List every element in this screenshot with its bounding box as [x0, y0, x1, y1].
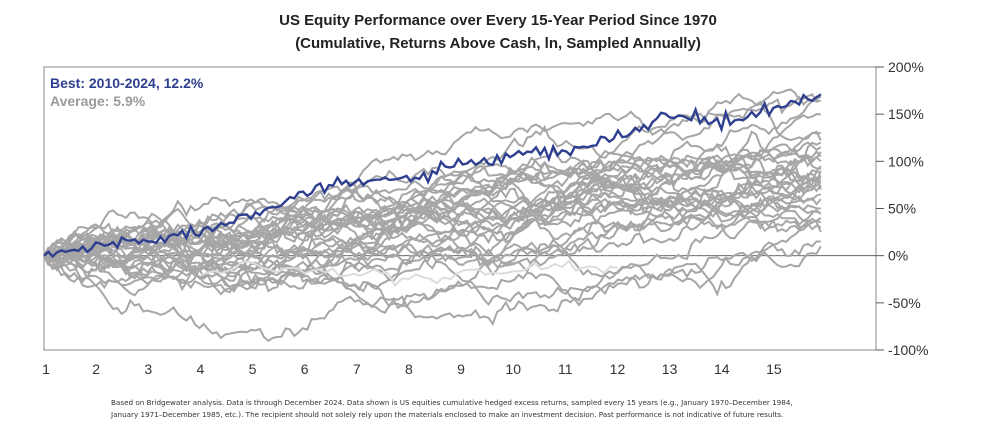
y-tick-label: 0%	[888, 248, 908, 264]
x-tick-label: 13	[662, 361, 678, 377]
chart-subtitle: (Cumulative, Returns Above Cash, ln, Sam…	[295, 35, 701, 52]
x-tick-label: 7	[353, 361, 361, 377]
series-line-other	[43, 150, 822, 264]
x-tick-label: 10	[505, 361, 521, 377]
x-tick-label: 8	[405, 361, 413, 377]
footnote-line-1: Based on Bridgewater analysis. Data is t…	[111, 398, 793, 407]
series-line-other	[43, 230, 822, 327]
x-tick-label: 2	[92, 361, 100, 377]
x-tick-label: 12	[610, 361, 626, 377]
series-line-other	[43, 217, 822, 307]
chart-title: US Equity Performance over Every 15-Year…	[279, 12, 717, 29]
y-tick-label: 150%	[888, 106, 924, 122]
y-tick-label: 200%	[888, 59, 924, 75]
series-line-other	[43, 209, 822, 278]
x-tick-label: 4	[197, 361, 205, 377]
series-line-best	[43, 93, 822, 259]
series-line-other	[43, 191, 822, 259]
legend-best: Best: 2010-2024, 12.2%	[50, 75, 204, 91]
y-tick-label: -50%	[888, 295, 921, 311]
x-tick-label: 9	[457, 361, 465, 377]
x-tick-label: 6	[301, 361, 309, 377]
x-tick-label: 3	[144, 361, 152, 377]
x-tick-label: 11	[558, 361, 573, 377]
series-line-other	[43, 173, 822, 257]
x-tick-label: 14	[714, 361, 730, 377]
y-tick-label: 100%	[888, 153, 924, 169]
legend-average: Average: 5.9%	[50, 93, 146, 109]
series-line-other	[43, 143, 822, 297]
series-line-other	[43, 95, 821, 260]
x-tick-label: 1	[42, 361, 50, 377]
footnote: Based on Bridgewater analysis. Data is t…	[111, 397, 911, 421]
series-line-other	[43, 165, 822, 280]
y-tick-label: -100%	[888, 342, 928, 358]
series-line-other	[43, 185, 822, 264]
series-line-other	[43, 240, 821, 290]
footnote-line-2: January 1971–December 1985, etc.). The r…	[111, 410, 784, 419]
series-line-other	[43, 202, 822, 343]
y-tick-label: 50%	[888, 201, 916, 217]
x-tick-label: 5	[249, 361, 257, 377]
x-tick-label: 15	[766, 361, 782, 377]
series-line-light	[200, 259, 618, 288]
